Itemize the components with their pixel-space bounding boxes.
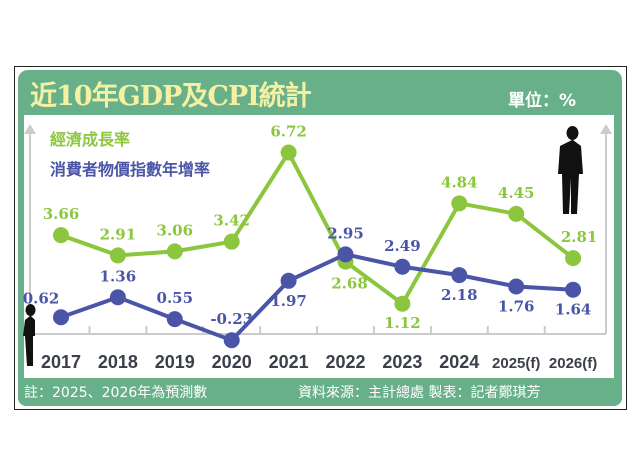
footer-note: 註：2025、2026年為預測數 [24,385,208,401]
data-point [451,267,468,284]
data-point [223,332,240,349]
data-label: 4.84 [441,173,478,191]
data-label: 1.64 [555,301,592,319]
x-tick-label: 2022 [325,352,365,372]
data-label: 1.12 [384,314,421,332]
x-tick-label: 2019 [155,352,195,372]
series-line-1 [60,252,574,343]
data-point [394,295,411,312]
data-point [109,247,126,264]
data-label: 2.95 [327,224,364,242]
left-axis-arrow [24,124,36,134]
right-axis-arrow [600,124,612,134]
x-tick-label: 2020 [212,352,252,372]
x-tick-label: 2023 [382,352,422,372]
x-tick-label: 2018 [98,352,138,372]
data-point [508,205,525,222]
x-tick-label: 2024 [439,352,479,372]
unit-label: 單位：% [508,91,577,111]
data-point [166,243,183,260]
data-point [565,250,582,267]
legend-cpi: 消費者物價指數年增率 [50,160,211,179]
data-label: 2.81 [561,228,598,246]
data-point [451,195,468,212]
data-label: 3.66 [43,205,80,223]
data-label: 6.72 [270,123,307,141]
data-point [223,233,240,250]
data-point [394,258,411,275]
legend-gdp: 經濟成長率 [50,130,131,149]
x-tick-label: 2025(f) [492,355,540,372]
data-label: 2.68 [331,275,368,293]
data-label: 0.55 [157,289,194,307]
data-label: 2.49 [384,237,421,255]
series-line-0 [60,148,575,307]
footer-source: 資料來源：主計總處 製表：記者鄭琪芳 [298,385,541,401]
data-point [166,311,183,328]
x-tick-label: 2021 [269,352,309,372]
data-label: 1.97 [270,292,307,310]
data-label: 1.76 [498,297,535,315]
data-point [53,227,69,244]
data-label: 2.18 [441,286,478,304]
data-label: 3.42 [213,212,250,230]
data-point [109,289,126,306]
data-label: 4.45 [498,184,535,202]
data-point [565,281,582,298]
data-label: 3.06 [157,221,194,239]
data-point [280,144,297,161]
data-label: -0.23 [210,310,253,328]
data-label: 1.36 [100,267,137,285]
data-label: 2.91 [100,225,137,243]
data-point [280,272,297,289]
x-tick-label: 2026(f) [549,355,597,372]
data-point [337,246,354,263]
x-tick-label: 2017 [41,352,81,372]
data-point [508,278,525,295]
data-label: 0.62 [23,289,60,307]
woman-silhouette-icon [23,304,36,366]
businessman-silhouette-icon [558,126,583,214]
chart-title: 近10年GDP及CPI統計 [30,81,312,112]
data-point [53,309,69,326]
